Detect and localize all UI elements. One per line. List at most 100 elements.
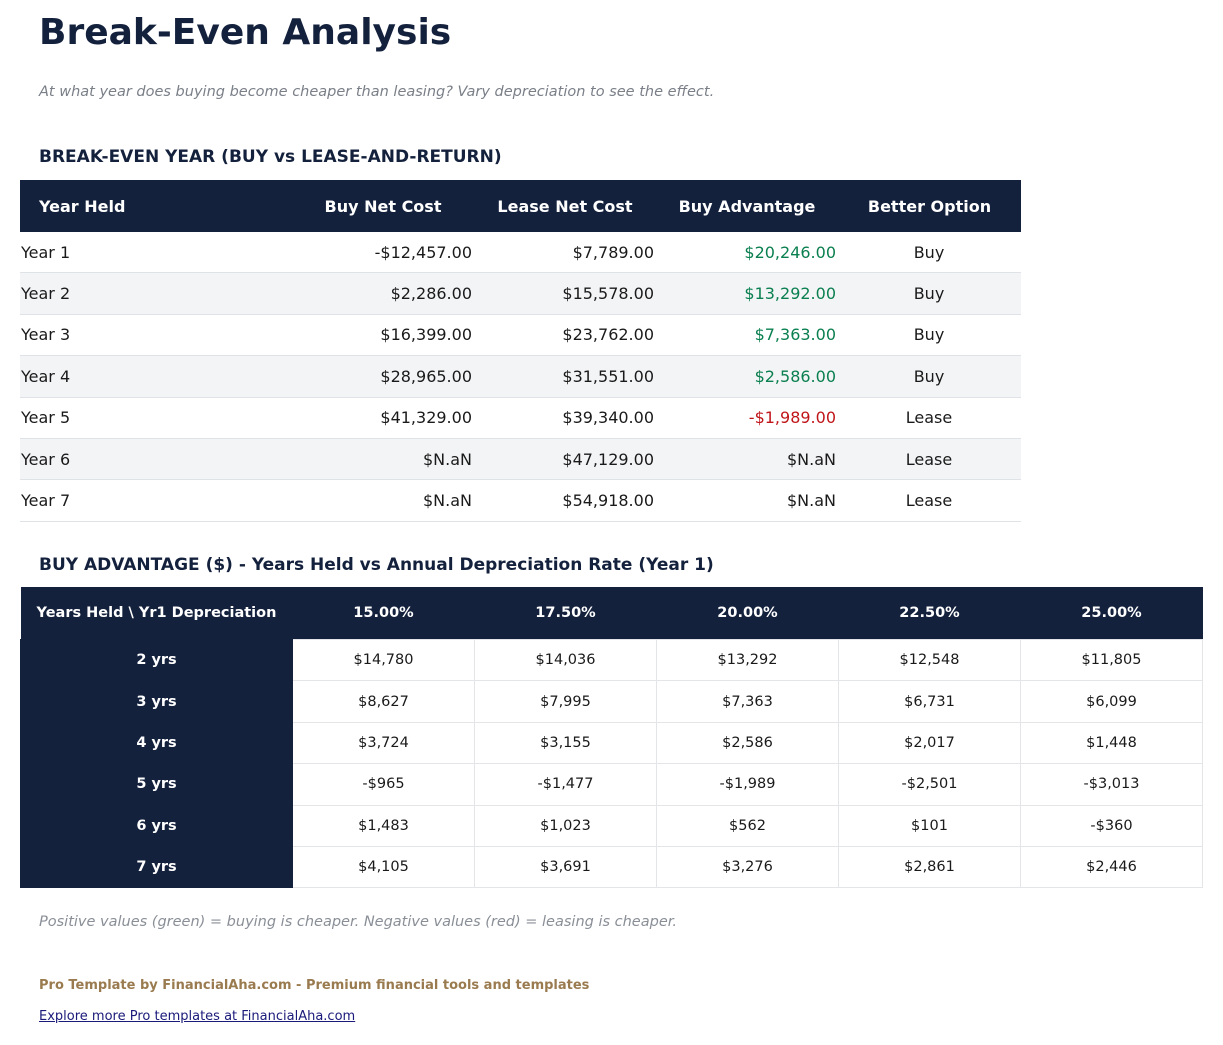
cell: Buy <box>838 355 1021 398</box>
row-header: 3 yrs <box>20 680 293 723</box>
row-header: 6 yrs <box>20 804 293 847</box>
cell: $2,586 <box>656 721 839 765</box>
cell: Year 7 <box>20 479 292 522</box>
cell: $2,286.00 <box>292 272 474 315</box>
section-heading: BREAK-EVEN YEAR (BUY vs LEASE-AND-RETURN… <box>39 147 502 167</box>
cell: $41,329.00 <box>292 397 474 439</box>
cell: $562 <box>656 804 839 847</box>
cell: $47,129.00 <box>474 438 656 481</box>
row: Year 3 $16,399.00 $23,762.00 $7,363.00 Buy <box>20 314 1021 357</box>
cell: $6,731 <box>838 680 1021 723</box>
cell: $54,918.00 <box>474 479 656 522</box>
column-header: 22.50% <box>838 587 1021 640</box>
column-header: 17.50% <box>474 587 657 640</box>
cell: $2,861 <box>838 845 1021 889</box>
cell: Buy <box>838 272 1021 315</box>
cell: $11,805 <box>1020 638 1203 682</box>
column-header: Better Option <box>838 180 1021 232</box>
cell: Year 5 <box>20 397 292 439</box>
cell: $31,551.00 <box>474 355 656 398</box>
row-header: 2 yrs <box>20 638 293 682</box>
cell: $7,995 <box>474 680 657 723</box>
cell: Year 1 <box>20 232 292 274</box>
column-header: 25.00% <box>1020 587 1203 640</box>
cell: Lease <box>838 438 1021 481</box>
cell: $N.aN <box>292 438 474 481</box>
cell: $4,105 <box>292 845 475 889</box>
row: Year 2 $2,286.00 $15,578.00 $13,292.00 Buy <box>20 272 1021 315</box>
header-row: Years Held \ Yr1 Depreciation 15.00% 17.50… <box>20 587 1203 640</box>
cell: Year 4 <box>20 355 292 398</box>
section-heading: BUY ADVANTAGE ($) - Years Held vs Annual… <box>39 555 714 575</box>
row-header: 4 yrs <box>20 721 293 765</box>
row: 4 yrs $3,724 $3,155 $2,586 $2,017 $1,448 <box>20 721 1203 765</box>
cell: $20,246.00 <box>656 232 838 274</box>
cell: $1,448 <box>1020 721 1203 765</box>
row: Year 5 $41,329.00 $39,340.00 -$1,989.00 Leas… <box>20 397 1021 439</box>
cell: $N.aN <box>656 479 838 522</box>
cell: $13,292.00 <box>656 272 838 315</box>
cell: $39,340.00 <box>474 397 656 439</box>
cell: $8,627 <box>292 680 475 723</box>
cell: $3,155 <box>474 721 657 765</box>
row: Year 6 $N.aN $47,129.00 $N.aN Lease <box>20 438 1021 481</box>
cell: -$360 <box>1020 804 1203 847</box>
row: Year 1 -$12,457.00 $7,789.00 $20,246.00 Buy <box>20 232 1021 274</box>
column-header: 20.00% <box>656 587 839 640</box>
title: Break-Even Analysis <box>39 12 452 53</box>
row-header: 7 yrs <box>20 845 293 889</box>
column-header: Buy Net Cost <box>292 180 474 232</box>
row: Year 7 $N.aN $54,918.00 $N.aN Lease <box>20 479 1021 522</box>
cell: Year 6 <box>20 438 292 481</box>
cell: Lease <box>838 479 1021 522</box>
cell: Buy <box>838 314 1021 357</box>
cell: $101 <box>838 804 1021 847</box>
cell: $N.aN <box>656 438 838 481</box>
column-header: Year Held <box>20 180 292 232</box>
cell: $3,691 <box>474 845 657 889</box>
row: 5 yrs -$965 -$1,477 -$1,989 -$2,501 -$3,013 <box>20 763 1203 806</box>
cell: $1,483 <box>292 804 475 847</box>
cell: -$1,989.00 <box>656 397 838 439</box>
cell: $N.aN <box>292 479 474 522</box>
header-row: Year Held Buy Net Cost Lease Net Cost Buy A… <box>20 180 1021 232</box>
cell: Buy <box>838 232 1021 274</box>
cell: $13,292 <box>656 638 839 682</box>
note: Positive values (green) = buying is chea… <box>39 914 677 930</box>
row: 7 yrs $4,105 $3,691 $3,276 $2,861 $2,446 <box>20 845 1203 889</box>
cell: $14,036 <box>474 638 657 682</box>
cell: -$1,477 <box>474 763 657 806</box>
subtitle: At what year does buying become cheaper … <box>39 84 715 100</box>
cell: -$1,989 <box>656 763 839 806</box>
cell: $7,789.00 <box>474 232 656 274</box>
row: 3 yrs $8,627 $7,995 $7,363 $6,731 $6,099 <box>20 680 1203 723</box>
cell: $2,586.00 <box>656 355 838 398</box>
cell: $16,399.00 <box>292 314 474 357</box>
cell: Lease <box>838 397 1021 439</box>
cell: Year 3 <box>20 314 292 357</box>
cell: Year 2 <box>20 272 292 315</box>
credit: Pro Template by FinancialAha.com - Premi… <box>39 978 590 993</box>
row: 6 yrs $1,483 $1,023 $562 $101 -$360 <box>20 804 1203 847</box>
break-even-table: Year Held Buy Net Cost Lease Net Cost Buy A… <box>20 180 1021 522</box>
cell: -$3,013 <box>1020 763 1203 806</box>
cell: $2,446 <box>1020 845 1203 889</box>
cell: $7,363 <box>656 680 839 723</box>
sensitivity-table: Years Held \ Yr1 Depreciation 15.00% 17.50… <box>20 587 1203 889</box>
cell: $1,023 <box>474 804 657 847</box>
row: Year 4 $28,965.00 $31,551.00 $2,586.00 Buy <box>20 355 1021 398</box>
column-header: Lease Net Cost <box>474 180 656 232</box>
cell: -$965 <box>292 763 475 806</box>
row-header: 5 yrs <box>20 763 293 806</box>
cell: $2,017 <box>838 721 1021 765</box>
cell: $12,548 <box>838 638 1021 682</box>
cell: $15,578.00 <box>474 272 656 315</box>
cell: $14,780 <box>292 638 475 682</box>
row: 2 yrs $14,780 $14,036 $13,292 $12,548 $11,805 <box>20 638 1203 682</box>
corner-header: Years Held \ Yr1 Depreciation <box>20 587 293 640</box>
cell: -$2,501 <box>838 763 1021 806</box>
column-header: Buy Advantage <box>656 180 838 232</box>
link[interactable]: Explore more Pro templates at FinancialA… <box>39 1009 356 1024</box>
cell: $3,276 <box>656 845 839 889</box>
cell: $7,363.00 <box>656 314 838 357</box>
